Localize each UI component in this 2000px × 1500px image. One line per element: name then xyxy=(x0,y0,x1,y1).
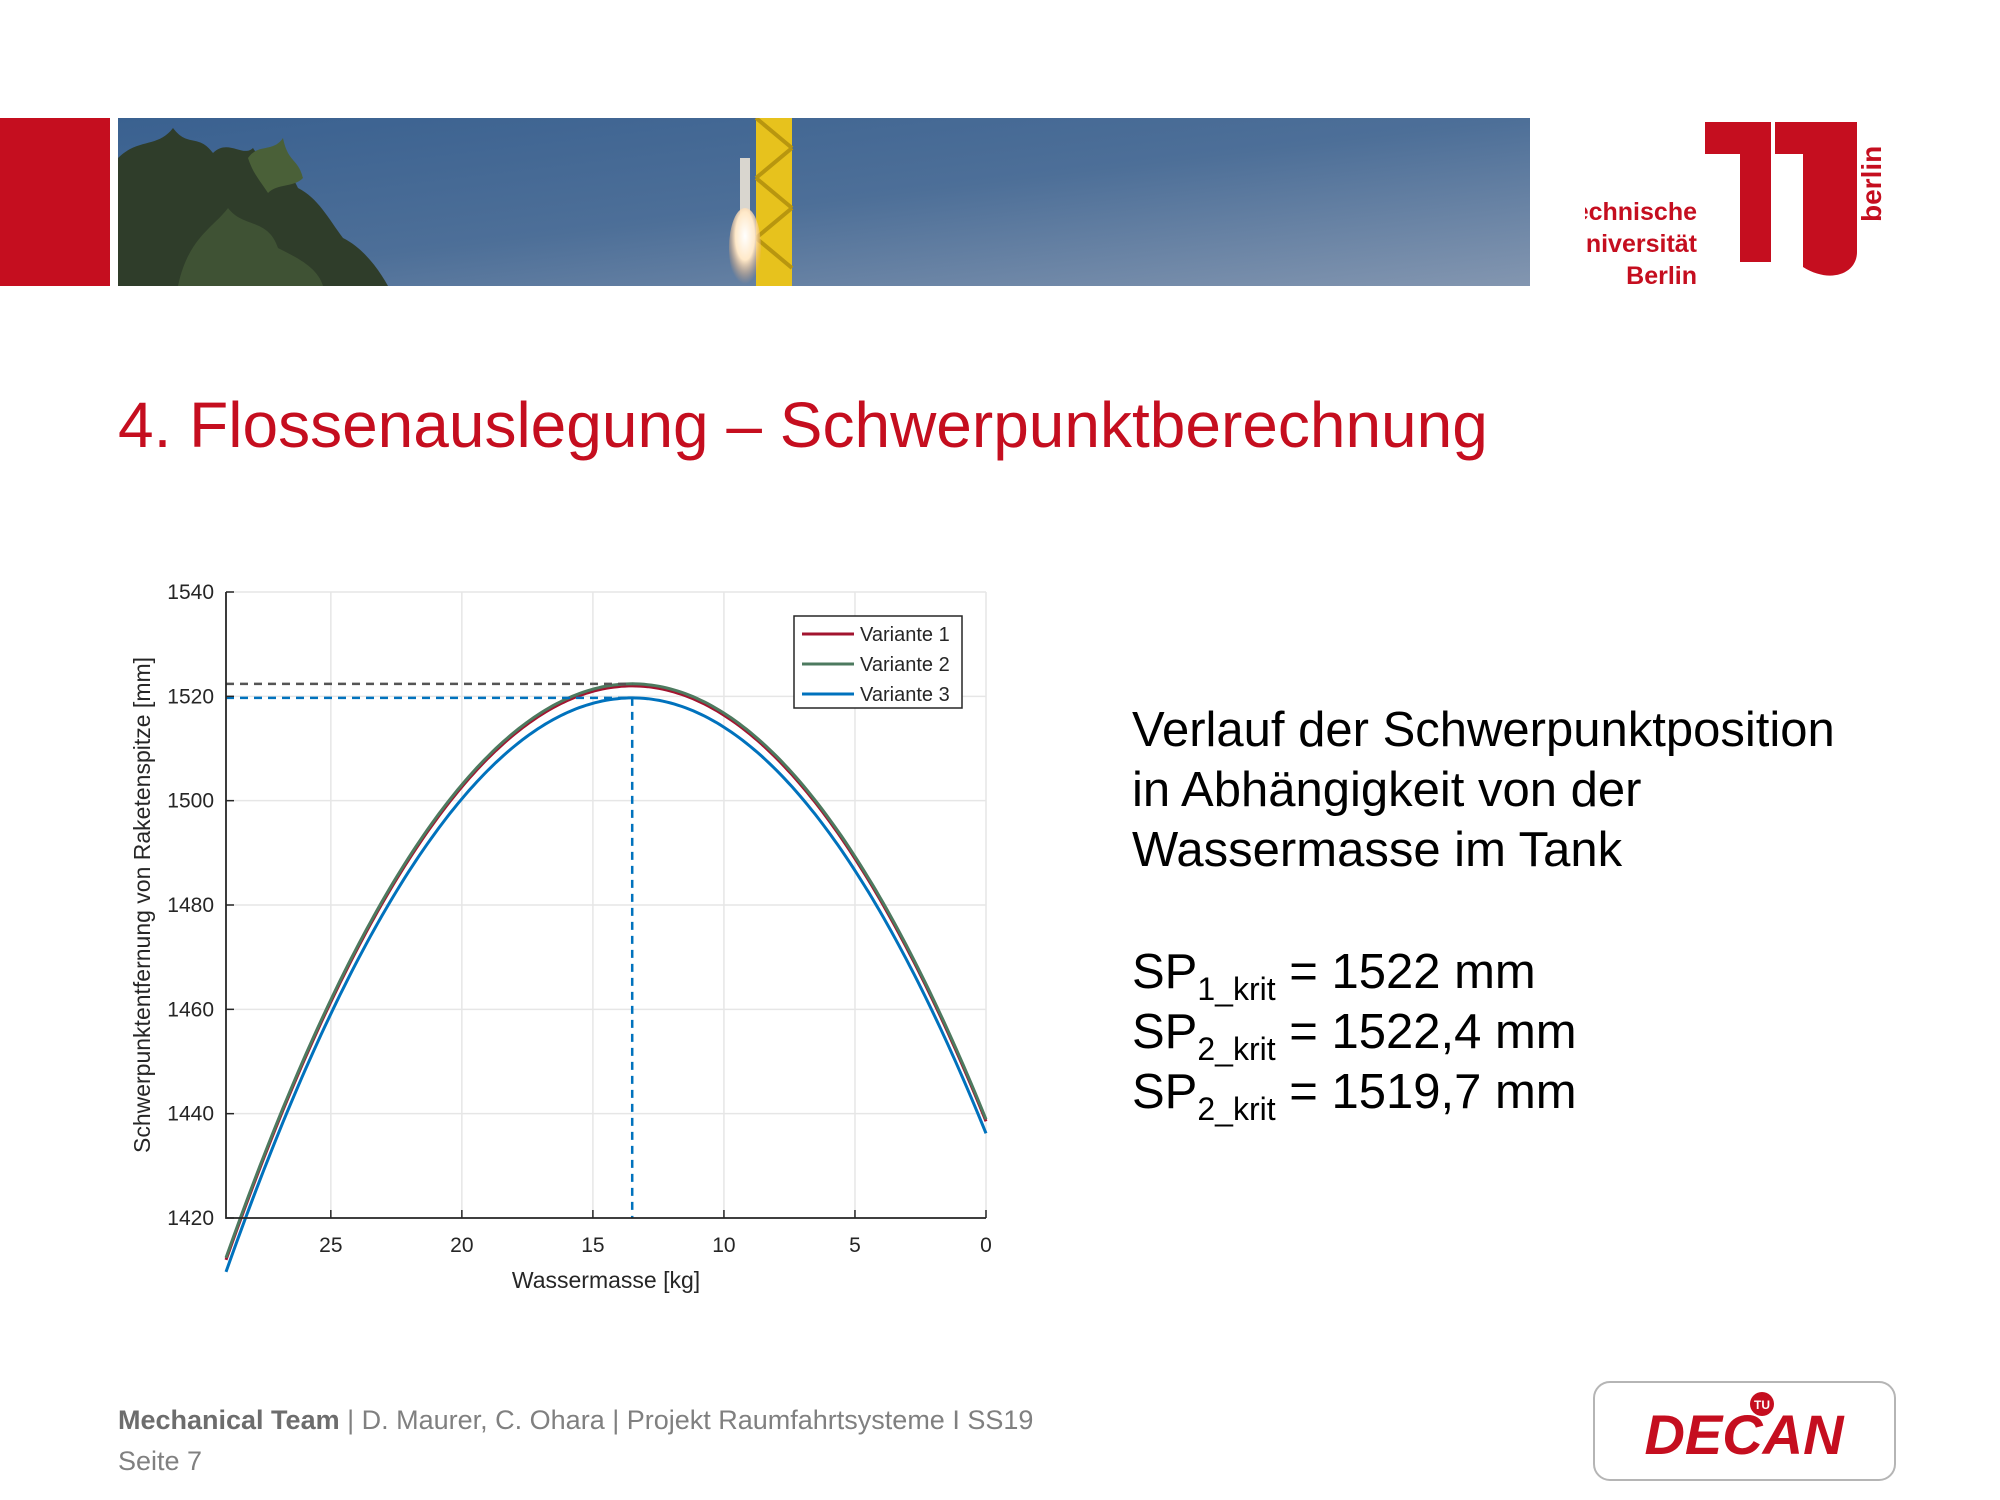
series-line-variante-2 xyxy=(224,682,988,1259)
header-banner-image xyxy=(118,118,1530,286)
series-line-variante-3 xyxy=(224,696,988,1273)
banner-rocket-launch-image xyxy=(118,118,1530,286)
footer-page-number: Seite 7 xyxy=(118,1446,203,1476)
footer-credits: Mechanical Team | D. Maurer, C. Ohara | … xyxy=(118,1405,1033,1436)
decan-logo-text: DECAN xyxy=(1644,1403,1845,1466)
footer-authors: | D. Maurer, C. Ohara | Projekt Raumfahr… xyxy=(347,1405,1034,1435)
y-tick-label: 1480 xyxy=(167,894,214,917)
x-tick-label: 5 xyxy=(849,1234,861,1257)
legend-label: Variante 2 xyxy=(860,654,950,676)
y-tick-label: 1520 xyxy=(167,685,214,708)
y-tick-label: 1440 xyxy=(167,1103,214,1126)
x-tick-label: 10 xyxy=(712,1234,735,1257)
y-tick-label: 1420 xyxy=(167,1207,214,1230)
description-line: Wassermasse im Tank xyxy=(1132,823,1623,877)
sp-value-2: SP2_krit = 1522,4 mm xyxy=(1132,1005,1577,1067)
x-tick-label: 25 xyxy=(319,1234,342,1257)
header-red-block xyxy=(0,118,110,286)
description-line: in Abhängigkeit von der xyxy=(1132,763,1642,817)
x-axis-label: Wassermasse [kg] xyxy=(512,1267,700,1293)
chart-description: Verlauf der Schwerpunktposition in Abhän… xyxy=(1132,700,1835,880)
x-tick-label: 0 xyxy=(980,1234,992,1257)
y-tick-label: 1540 xyxy=(167,581,214,604)
tu-logo-line-3: Berlin xyxy=(1626,262,1697,290)
tu-berlin-logo: berlin Technische Universität Berlin xyxy=(1561,112,1905,302)
critical-cg-values: SP1_krit = 1522 mm SP2_krit = 1522,4 mm … xyxy=(1132,942,1577,1127)
x-tick-label: 15 xyxy=(581,1234,604,1257)
legend-label: Variante 3 xyxy=(860,684,950,706)
sp-value-3: SP2_krit = 1519,7 mm xyxy=(1132,1065,1577,1127)
sp-value-1: SP1_krit = 1522 mm xyxy=(1132,945,1536,1007)
footer-team: Mechanical Team xyxy=(118,1405,340,1435)
decan-badge-text: TU xyxy=(1754,1398,1770,1412)
center-of-gravity-chart: 25 20 15 10 5 0 1420 1440 1460 1480 1500 1520 1540 Wa… xyxy=(129,581,992,1293)
y-axis-label: Schwerpunktentfernung von Raketenspitze … xyxy=(129,657,155,1153)
y-tick-label: 1460 xyxy=(167,998,214,1021)
description-line: Verlauf der Schwerpunktposition xyxy=(1132,703,1835,757)
decan-logo-graphic: DECAN TU xyxy=(1593,1381,1896,1481)
y-tick-label: 1500 xyxy=(167,790,214,813)
legend-label: Variante 1 xyxy=(860,624,950,646)
tu-berlin-logo-graphic: berlin Technische Universität Berlin xyxy=(1561,122,1887,290)
decan-logo: DECAN TU xyxy=(1592,1380,1897,1482)
tu-logo-side-text: berlin xyxy=(1856,146,1887,222)
x-tick-label: 20 xyxy=(450,1234,473,1257)
tu-logo-line-1: Technische xyxy=(1585,198,1697,226)
tu-logo-line-2: Universität xyxy=(1585,230,1698,258)
slide-title: 4. Flossenauslegung – Schwerpunktberechn… xyxy=(118,389,1488,461)
